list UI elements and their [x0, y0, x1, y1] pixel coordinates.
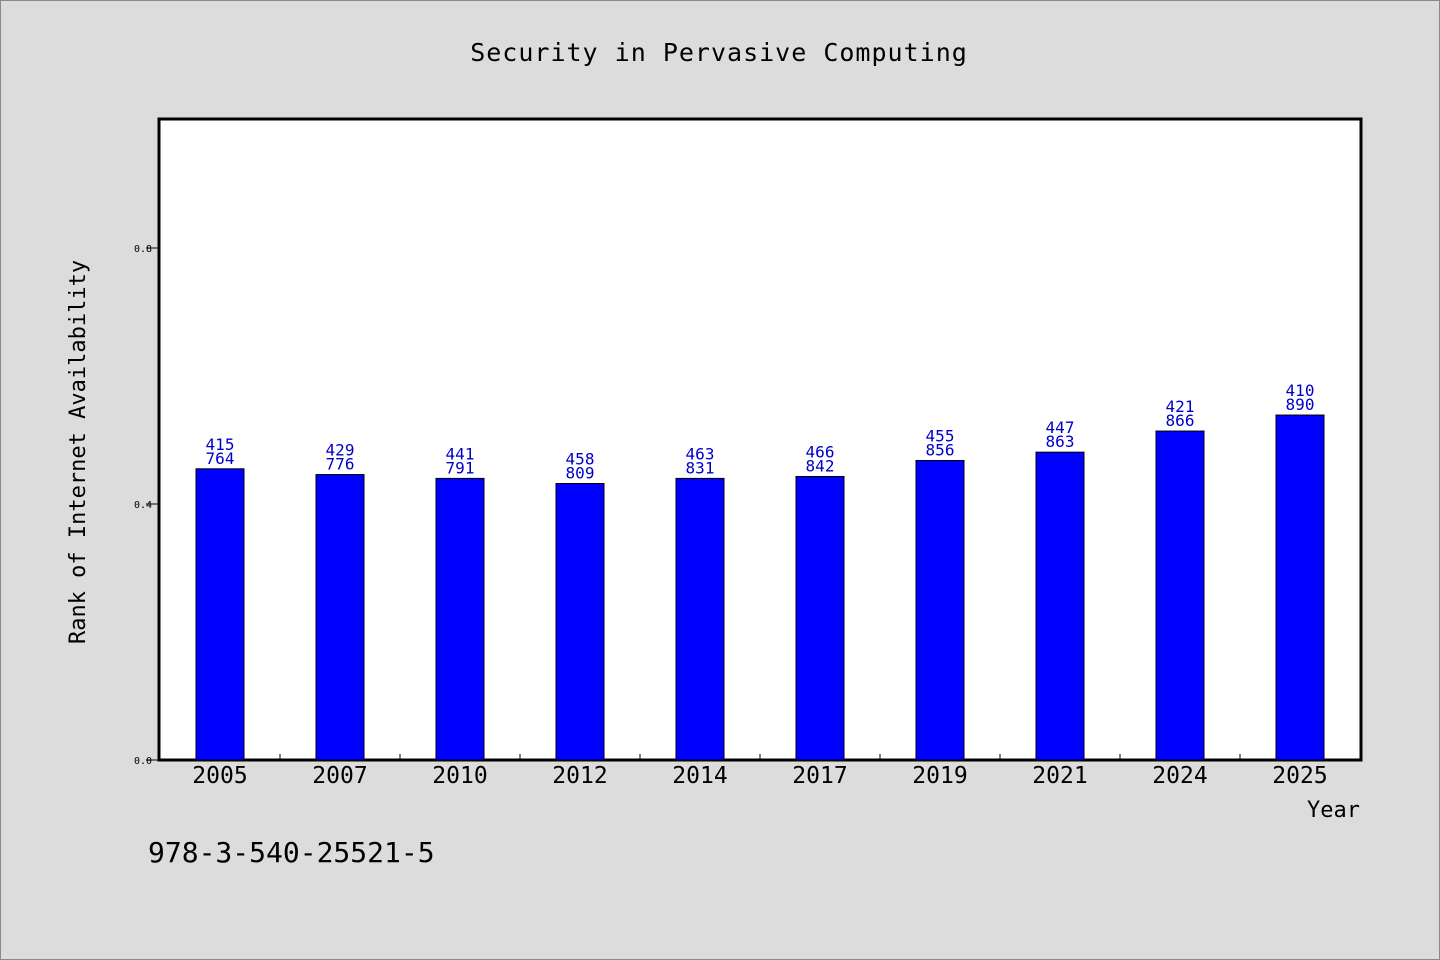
bar-label-top: 447	[1046, 418, 1075, 437]
bar-2012	[555, 483, 605, 761]
x-tick-label: 2024	[1152, 763, 1207, 789]
bar-label-bottom: 831	[686, 458, 715, 477]
book-identifier: 978-3-540-25521-5	[148, 836, 435, 869]
x-tick-label: 2012	[552, 763, 607, 789]
x-tick-label: 2014	[672, 763, 727, 789]
bar-2025	[1275, 414, 1325, 761]
x-tick-label: 2025	[1272, 763, 1327, 789]
bar-label-top: 466	[806, 442, 835, 461]
bar-label-top: 455	[926, 426, 955, 445]
chart-title: Security in Pervasive Computing	[470, 38, 968, 67]
bar-2024	[1155, 430, 1205, 761]
x-tick-label: 2017	[792, 763, 847, 789]
bar-2010	[435, 477, 485, 761]
bar-2019	[915, 459, 965, 761]
y-tick-label: 0.8	[134, 244, 152, 255]
bar-2017	[795, 475, 845, 761]
bar-label-top: 429	[326, 441, 355, 460]
x-tick-label: 2007	[312, 763, 367, 789]
y-axis-title: Rank of Internet Availability	[66, 260, 91, 644]
bar-2021	[1035, 451, 1085, 761]
y-axis-ticks: 0.0 0.4 0.8	[134, 244, 160, 767]
bar-label-bottom: 863	[1046, 432, 1075, 451]
x-tick-label: 2005	[192, 763, 247, 789]
bar-label-bottom: 764	[206, 449, 235, 468]
bar-label-bottom: 856	[926, 440, 955, 459]
bar-label-top: 441	[446, 444, 475, 463]
bar-label-bottom: 791	[446, 458, 475, 477]
bar-2005	[195, 468, 245, 761]
bar-label-bottom: 809	[566, 464, 595, 483]
x-axis-ticks	[279, 754, 1241, 760]
bar-label-bottom: 842	[806, 456, 835, 475]
bar-label-top: 410	[1286, 381, 1315, 400]
x-axis-title: Year	[1307, 798, 1360, 823]
x-tick-label: 2010	[432, 763, 487, 789]
x-tick-label: 2021	[1032, 763, 1087, 789]
bars-group	[195, 414, 1325, 761]
bar-2014	[675, 477, 725, 761]
bar-label-top: 463	[686, 444, 715, 463]
bar-2007	[315, 474, 365, 761]
bar-label-top: 458	[566, 450, 595, 469]
x-tick-labels-group: 2005 2007 2010 2012 2014 2017 2019 2021 2024 2025	[192, 763, 1327, 789]
bar-label-bottom: 776	[326, 455, 355, 474]
bar-label-top: 415	[206, 435, 235, 454]
y-tick-label: 0.4	[134, 500, 152, 511]
bar-label-bottom: 866	[1166, 411, 1195, 430]
y-tick-label: 0.0	[134, 756, 152, 767]
x-tick-label: 2019	[912, 763, 967, 789]
bar-label-top: 421	[1166, 397, 1195, 416]
bar-label-bottom: 890	[1286, 395, 1315, 414]
